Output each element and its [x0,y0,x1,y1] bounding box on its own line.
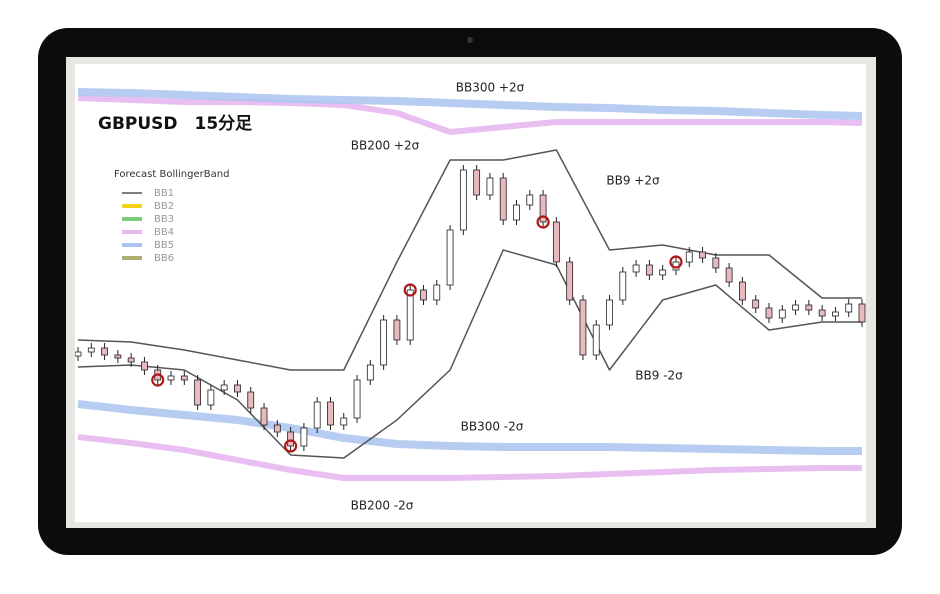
signal-marker [403,283,417,297]
signal-marker [669,255,683,269]
candle-body [459,169,467,231]
candle-body [619,271,627,301]
candle-body [539,194,547,223]
candle-body [234,384,241,393]
candle-body [765,307,773,319]
candle-body [406,289,414,341]
candle-body [260,407,268,426]
candle-body [380,319,388,366]
candle-body [433,284,441,301]
legend-label: BB3 [154,214,174,225]
candle-body [114,354,122,359]
plot [75,88,866,481]
candle-body [499,177,507,221]
camera [467,37,473,43]
candle-body [566,261,574,301]
candle-body [739,281,746,301]
signal-marker [536,215,550,229]
candle-body [685,251,693,263]
band-line [77,149,862,371]
candle-body [180,375,188,381]
legend-label: BB5 [154,240,174,251]
band-line [77,434,862,481]
candle-body [792,304,799,311]
candle-body [207,389,215,406]
candle-body [75,351,82,357]
candle-body [858,303,866,323]
candle-body [313,401,321,429]
candle-body [659,269,667,276]
candle-body [699,251,706,259]
candle-body [194,379,201,406]
candle-body [752,299,760,309]
candle-body [725,267,733,283]
legend-label: BB1 [154,188,174,199]
legend: BB1 BB2 BB3 BB4 BB5 BB6 [122,188,174,264]
signal-marker [151,373,165,387]
annotation: BB300 +2σ [456,81,525,95]
candle-body [592,324,600,356]
candle-body [393,319,401,341]
legend-label: BB2 [154,201,174,212]
annotation: BB200 -2σ [351,499,414,513]
candle-body [101,347,108,356]
candle-body [141,361,148,371]
candle-body [818,309,826,317]
candle-body [579,299,587,356]
candle-body [712,257,720,269]
legend-title: Forecast BollingerBand [114,169,229,180]
candle-body [247,391,255,409]
candle-body [805,304,813,311]
candle-body [340,417,348,426]
annotation: BB200 +2σ [351,139,420,153]
candle-body [778,309,786,319]
candle-body [832,311,839,317]
candle-body [526,194,534,206]
candle-body [446,229,454,286]
annotation: BB9 +2σ [606,174,660,188]
band-line [77,400,862,455]
annotation: BB300 -2σ [461,420,524,434]
candle-body [353,379,361,419]
chart-title: GBPUSD 15分足 [98,114,252,134]
annotation: BB9 -2σ [635,369,683,383]
candle-body [486,177,494,196]
candle-body [127,357,135,363]
candle-body [287,431,295,447]
legend-label: BB6 [154,253,174,264]
candle-body [845,303,853,313]
candle-body [513,204,520,221]
candle-body [473,169,481,196]
candle-body [420,289,427,301]
candle-body [632,264,640,273]
candle-body [167,375,175,381]
candle-body [87,347,95,353]
legend-label: BB4 [154,227,174,238]
candle-body [327,401,334,426]
candle-body [366,364,374,381]
candle-body [273,424,281,433]
candle-body [220,384,228,391]
candle-body [552,221,560,263]
band-line [77,95,863,135]
candle-body [606,299,613,326]
candle-body [645,264,653,276]
band-line [77,88,863,120]
signal-marker [284,439,298,453]
candle-body [300,427,308,447]
